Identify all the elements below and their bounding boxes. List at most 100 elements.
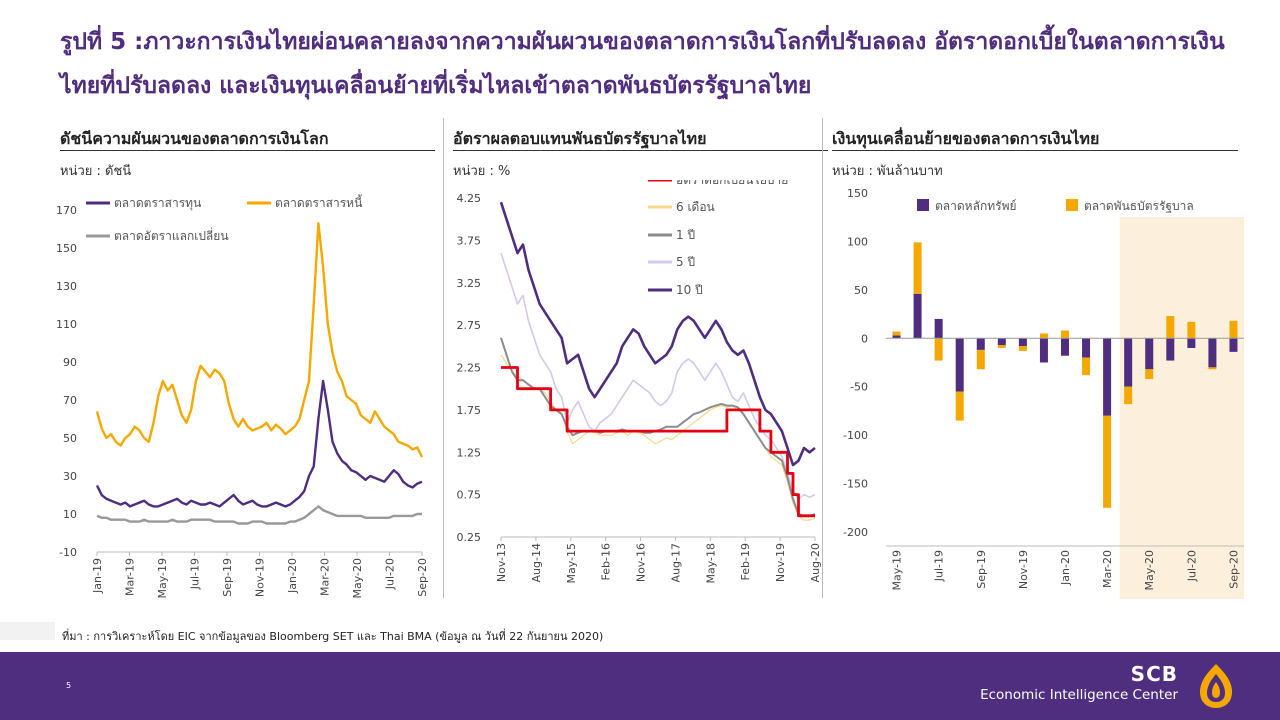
bar-1 [913,242,922,294]
y-tick-label: 150 [847,187,868,200]
chart2-rule [453,150,828,151]
x-tick-label: Jan-20 [286,558,299,594]
x-tick-label: Feb-16 [600,543,613,580]
x-tick-label: Sep-20 [1227,550,1240,589]
y-tick-label: 3.75 [457,234,482,247]
y-tick-label: 3.25 [457,277,482,290]
bar-1 [955,391,964,421]
x-tick-label: Jan-20 [1059,550,1072,586]
bar-1 [934,338,943,361]
series-line-2 [96,505,422,525]
series-line-0 [501,366,815,518]
y-tick-label: 110 [56,318,77,331]
x-tick-label: Jul-20 [1185,550,1198,582]
x-tick-label: Nov-19 [1017,550,1030,589]
bar-1 [1229,320,1238,339]
bar-0 [1082,338,1091,358]
bar-0 [1166,338,1175,361]
y-tick-label: 50 [63,432,77,445]
x-tick-label: Aug-14 [530,543,543,582]
series-line-2 [500,337,816,517]
y-tick-label: 1.25 [457,446,482,459]
y-tick-label: 170 [56,204,77,217]
x-tick-label: Aug-17 [669,543,682,582]
x-tick-label: May-18 [704,543,717,584]
chart2-unit: หน่วย : % [453,164,511,179]
x-tick-label: May-20 [351,558,364,599]
bar-0 [955,338,964,392]
x-tick-label: May-20 [1143,550,1156,591]
y-tick-label: -10 [59,546,77,559]
bar-0 [934,318,943,339]
chart3-unit: หน่วย : พันล้านบาท [832,164,943,179]
chart1-title: ดัชนีความผันผวนของตลาดการเงินโลก [60,129,329,148]
x-tick-label: May-19 [891,550,904,591]
y-tick-label: 0.25 [457,531,482,544]
x-tick-label: Sep-19 [975,550,988,589]
legend-label-4: 10 ปี [676,283,703,297]
legend-label-0: ตลาดตราสารทุน [114,196,201,211]
x-tick-label: Mar-20 [1101,550,1114,588]
legend-label-1: ตลาดตราสารหนี้ [275,194,363,210]
divider-2 [822,118,823,598]
x-tick-label: May-15 [565,543,578,584]
legend-label-2: 1 ปี [676,228,695,242]
bar-0 [1018,338,1027,347]
chart2-bond-yields: 0.25 0.75 1.25 1.75 2.25 2.75 3.25 3.75 4.25 Nov-… [457,180,822,584]
legend-label-0: ตลาดหลักทรัพย์ [935,199,1017,213]
x-tick-label: Aug-20 [809,543,822,582]
bar-1 [892,331,901,336]
x-tick-label: Jan-19 [91,558,104,594]
chart3-capital-flows: -200 -150 -100 -50 0 50 100 150 May-19 Jul-19 Sep-… [843,187,1244,599]
y-tick-label: -50 [850,381,868,394]
x-tick-label: Mar-19 [124,558,137,596]
bar-0 [976,338,985,350]
source-note: ที่มา : การวิเคราะห์โดย EIC จากข้อมูลของ… [62,630,604,643]
bar-1 [1039,333,1048,339]
bar-0 [1145,338,1154,370]
bar-1 [997,345,1006,348]
y-tick-label: 130 [56,280,77,293]
legend-label-3: 5 ปี [676,255,695,269]
series-line-0 [95,379,423,508]
bar-1 [1187,321,1196,339]
y-tick-label: 2.75 [457,319,482,332]
bar-0 [1060,338,1070,356]
y-tick-label: 90 [63,356,77,369]
x-tick-label: Nov-19 [774,543,787,582]
y-tick-label: 4.25 [457,192,482,205]
x-tick-label: Sep-20 [416,558,429,597]
x-tick-label: Sep-19 [221,558,234,597]
bar-0 [997,338,1006,346]
y-tick-label: 10 [63,508,77,521]
x-tick-label: May-19 [156,558,169,599]
bar-1 [1082,357,1091,376]
chart1-unit: หน่วย : ดัชนี [60,164,132,179]
highlight-region [1119,217,1244,599]
bar-0 [1124,338,1133,387]
x-tick-label: Nov-16 [635,543,648,582]
y-tick-label: 50 [854,284,868,297]
y-tick-label: -150 [843,478,868,491]
x-tick-label: Jul-19 [189,558,202,590]
legend-swatch-0 [917,199,929,211]
legend-label-2: ตลาดอัตราแลกเปลี่ยน [114,227,229,243]
series-line-1 [95,222,424,458]
x-tick-label: Nov-13 [495,543,508,582]
bar-0 [1039,338,1048,363]
bar-1 [1208,367,1217,370]
y-tick-label: 70 [63,394,77,407]
chart1-rule [60,150,435,151]
bar-0 [913,293,922,339]
y-tick-label: 2.25 [457,362,482,375]
note-marker [0,622,55,640]
bar-1 [1124,386,1133,405]
divider-1 [443,118,444,598]
series-line-4 [499,201,816,467]
bar-1 [1166,316,1175,339]
bar-0 [1229,338,1238,352]
chart2-title: อัตราผลตอบแทนพันธบัตรรัฐบาลไทย [453,129,707,148]
legend-label-1: 6 เดือน [676,200,715,214]
bar-0 [1208,338,1217,368]
chart3-rule [832,150,1238,151]
